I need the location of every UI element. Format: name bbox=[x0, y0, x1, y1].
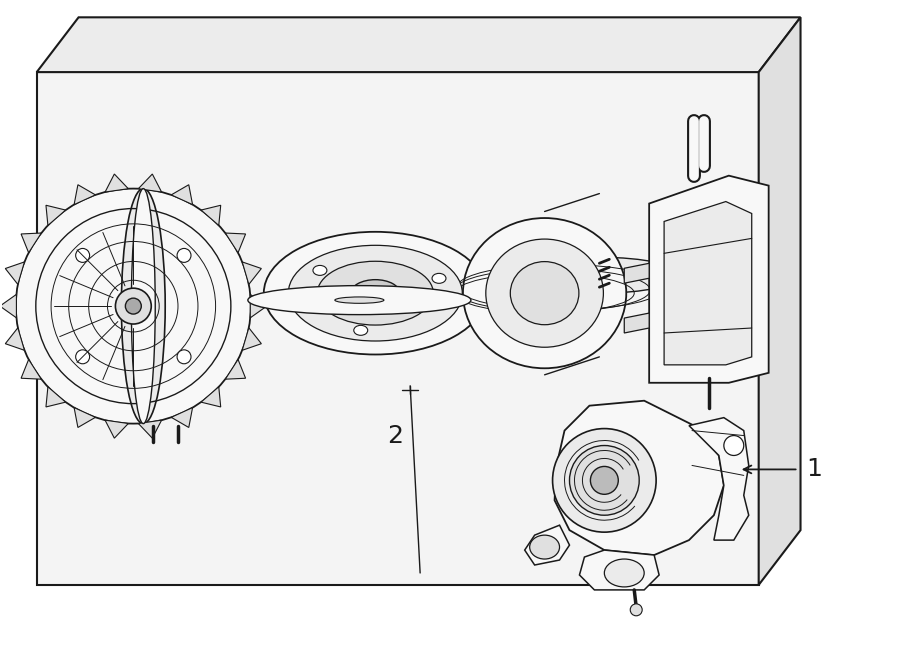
Polygon shape bbox=[21, 360, 41, 379]
Ellipse shape bbox=[432, 274, 446, 284]
Text: 1: 1 bbox=[806, 457, 823, 481]
Polygon shape bbox=[139, 174, 162, 192]
Circle shape bbox=[177, 249, 191, 262]
Polygon shape bbox=[5, 328, 24, 350]
Circle shape bbox=[76, 249, 90, 262]
Polygon shape bbox=[225, 233, 246, 253]
Ellipse shape bbox=[131, 188, 155, 424]
Circle shape bbox=[115, 288, 151, 324]
Text: 2: 2 bbox=[387, 424, 403, 447]
Circle shape bbox=[590, 467, 618, 494]
Polygon shape bbox=[171, 408, 193, 428]
Ellipse shape bbox=[604, 559, 644, 587]
Circle shape bbox=[125, 298, 141, 314]
Polygon shape bbox=[139, 420, 162, 438]
Ellipse shape bbox=[248, 286, 471, 315]
Polygon shape bbox=[171, 184, 193, 205]
Polygon shape bbox=[37, 72, 759, 585]
Ellipse shape bbox=[122, 188, 166, 424]
Polygon shape bbox=[242, 262, 261, 284]
Polygon shape bbox=[580, 550, 659, 590]
Ellipse shape bbox=[264, 232, 487, 354]
Polygon shape bbox=[46, 387, 66, 407]
Ellipse shape bbox=[282, 270, 505, 301]
Polygon shape bbox=[201, 206, 220, 225]
Circle shape bbox=[570, 446, 639, 515]
Polygon shape bbox=[525, 525, 570, 565]
Polygon shape bbox=[74, 408, 95, 428]
Ellipse shape bbox=[313, 266, 327, 276]
Polygon shape bbox=[21, 233, 41, 253]
Polygon shape bbox=[46, 206, 66, 225]
Polygon shape bbox=[201, 387, 220, 407]
Circle shape bbox=[76, 350, 90, 364]
Polygon shape bbox=[554, 401, 724, 555]
Ellipse shape bbox=[518, 257, 681, 293]
Polygon shape bbox=[5, 262, 24, 284]
Polygon shape bbox=[37, 17, 800, 72]
Circle shape bbox=[630, 604, 643, 616]
Polygon shape bbox=[759, 17, 800, 585]
Ellipse shape bbox=[354, 325, 368, 335]
Ellipse shape bbox=[351, 280, 400, 307]
Polygon shape bbox=[105, 420, 129, 438]
Circle shape bbox=[553, 428, 656, 532]
Polygon shape bbox=[250, 294, 266, 318]
Polygon shape bbox=[625, 263, 649, 283]
Ellipse shape bbox=[335, 297, 384, 303]
Ellipse shape bbox=[510, 262, 579, 325]
Ellipse shape bbox=[463, 218, 626, 368]
Polygon shape bbox=[225, 360, 246, 379]
Polygon shape bbox=[649, 176, 769, 383]
Circle shape bbox=[177, 350, 191, 364]
Polygon shape bbox=[74, 184, 95, 205]
Polygon shape bbox=[0, 294, 16, 318]
Ellipse shape bbox=[530, 535, 560, 559]
Ellipse shape bbox=[288, 245, 463, 341]
Polygon shape bbox=[689, 418, 749, 540]
Polygon shape bbox=[105, 174, 129, 192]
Ellipse shape bbox=[486, 239, 603, 347]
Polygon shape bbox=[664, 202, 752, 365]
Circle shape bbox=[16, 188, 251, 424]
Ellipse shape bbox=[318, 261, 433, 325]
Polygon shape bbox=[625, 313, 649, 333]
Circle shape bbox=[724, 436, 743, 455]
Polygon shape bbox=[242, 328, 261, 350]
